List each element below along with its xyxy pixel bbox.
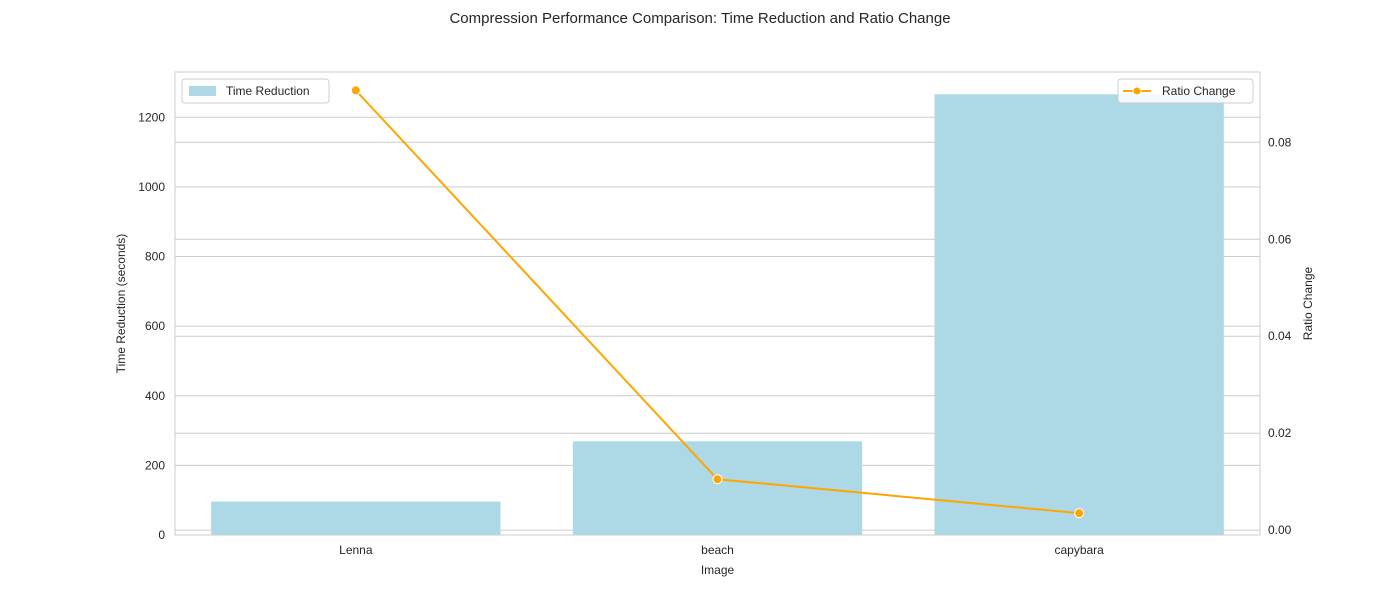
left-tick-label: 200	[145, 458, 165, 472]
left-tick-label: 1200	[138, 110, 165, 124]
left-tick-label: 800	[145, 250, 165, 264]
right-tick-label: 0.00	[1268, 523, 1292, 537]
x-tick-label: Lenna	[339, 543, 373, 557]
plot-frame	[174, 71, 1261, 536]
bar-legend-swatch	[189, 86, 216, 96]
right-tick-label: 0.02	[1268, 426, 1292, 440]
x-tick-label: beach	[701, 543, 734, 557]
line-legend-box	[1117, 78, 1254, 104]
right-tick-label: 0.08	[1268, 135, 1292, 149]
right-axis-title: Ratio Change	[1301, 266, 1315, 340]
left-tick-label: 600	[145, 319, 165, 333]
ratio-change-point-lenna	[350, 85, 361, 96]
bar-legend-box	[181, 78, 330, 104]
bar-legend-label: Time Reduction	[226, 84, 310, 98]
chart-title: Compression Performance Comparison: Time…	[449, 10, 950, 27]
ratio-change-point-beach	[712, 474, 723, 485]
left-tick-label: 1000	[138, 180, 165, 194]
right-tick-label: 0.04	[1268, 329, 1292, 343]
left-tick-label: 400	[145, 389, 165, 403]
x-axis-title: Image	[701, 563, 735, 577]
left-axis-title: Time Reduction (seconds)	[114, 234, 128, 374]
right-tick-label: 0.06	[1268, 232, 1292, 246]
bar-capybara	[934, 94, 1224, 536]
ratio-change-point-capybara	[1074, 508, 1085, 519]
left-tick-label: 0	[158, 528, 165, 542]
line-legend-marker	[1132, 86, 1142, 96]
bar-lenna	[211, 501, 501, 535]
x-tick-label: capybara	[1054, 543, 1104, 557]
line-legend-label: Ratio Change	[1162, 84, 1236, 98]
